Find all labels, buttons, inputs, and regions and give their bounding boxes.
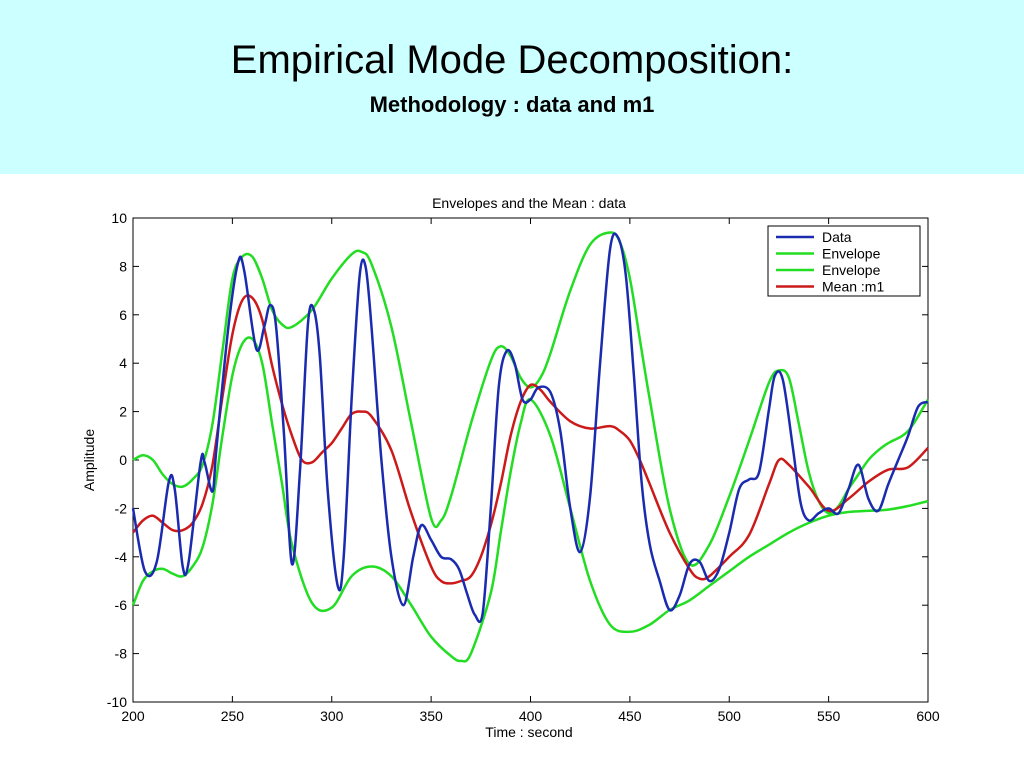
legend-label: Mean :m1 [822,279,884,295]
y-tick-label: 0 [119,452,127,468]
y-tick-label: -8 [115,646,128,662]
y-tick-label: 6 [119,307,127,323]
y-axis-label: Amplitude [81,429,97,491]
x-tick-label: 500 [718,708,742,724]
slide-title: Empirical Mode Decomposition: [230,38,794,82]
lower-envelope-line [131,336,929,663]
axes-ticks: 200 250 300 350 400 450 500 550 600 -10 -8 -6 -4 -2 0 2… [107,210,940,724]
x-tick-label: 250 [221,708,245,724]
x-tick-label: 350 [419,708,443,724]
x-tick-label: 450 [618,708,642,724]
data-line [131,232,929,624]
legend-label: Data [822,229,852,245]
slide-header: Empirical Mode Decomposition: Methodolog… [0,0,1024,174]
legend-label: Envelope [822,246,881,262]
y-tick-label: 8 [119,258,127,274]
chart-title: Envelopes and the Mean : data [432,195,626,211]
series-group [131,231,930,663]
slide-subtitle: Methodology : data and m1 [369,92,655,117]
x-tick-label: 200 [121,708,145,724]
y-tick-label: -4 [115,549,128,565]
y-tick-label: 2 [119,404,127,420]
x-tick-label: 550 [817,708,841,724]
y-tick-label: 4 [119,355,127,371]
x-tick-label: 300 [320,708,344,724]
x-tick-label: 400 [519,708,543,724]
y-tick-label: 10 [111,210,127,226]
x-axis-label: Time : second [485,724,572,740]
x-tick-label: 600 [916,708,940,724]
mean-m1-line [132,294,929,585]
y-tick-label: -2 [115,500,128,516]
legend-label: Envelope [822,262,881,278]
y-tick-label: -6 [115,597,128,613]
y-tick-label: -10 [107,694,127,710]
